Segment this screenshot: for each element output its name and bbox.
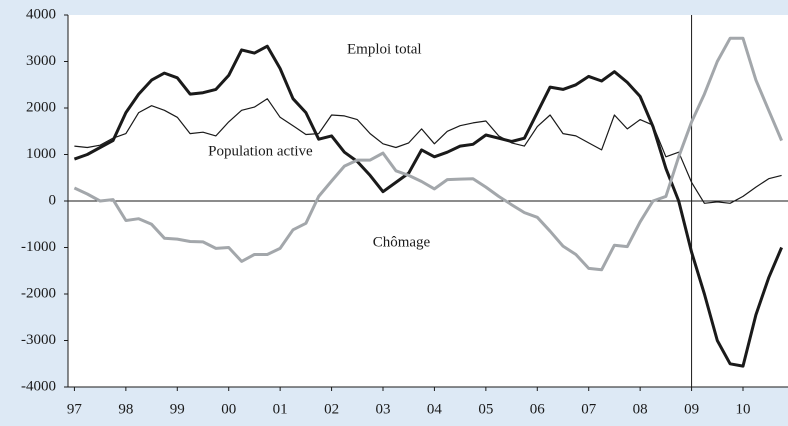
y-tick-label: -1000 (21, 239, 56, 255)
x-tick-label: 98 (118, 401, 133, 417)
y-tick-label: -3000 (21, 332, 56, 348)
y-tick-label: -4000 (21, 378, 56, 394)
x-tick-label: 05 (478, 401, 493, 417)
y-tick-label: 0 (49, 192, 57, 208)
series-line (73, 44, 783, 368)
annotation: Emploi total (347, 41, 422, 57)
x-tick-label: 97 (67, 401, 83, 417)
series-line (73, 36, 783, 272)
x-tick-label: 06 (530, 401, 546, 417)
y-tick-label: 4000 (26, 6, 56, 22)
x-tick-label: 08 (633, 401, 648, 417)
y-tick-label: 2000 (26, 99, 56, 115)
x-tick-label: 04 (427, 401, 443, 417)
x-tick-label: 03 (376, 401, 391, 417)
y-tick-label: 3000 (26, 53, 56, 69)
x-tick-label: 99 (170, 401, 185, 417)
x-tick-label: 02 (324, 401, 339, 417)
series-line (74, 98, 782, 204)
x-tick-label: 09 (684, 401, 699, 417)
annotation: Chômage (373, 234, 431, 250)
annotation: Population active (208, 144, 313, 160)
y-tick-label: 1000 (26, 146, 56, 162)
x-tick-label: 07 (581, 401, 597, 417)
x-tick-label: 10 (736, 401, 751, 417)
y-tick-label: -2000 (21, 285, 56, 301)
x-tick-label: 01 (273, 401, 288, 417)
x-tick-label: 00 (221, 401, 236, 417)
